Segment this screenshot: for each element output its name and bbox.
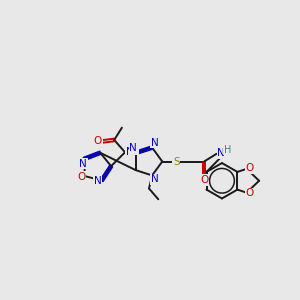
Text: O: O xyxy=(200,175,208,185)
Text: O: O xyxy=(77,172,85,182)
Text: N: N xyxy=(126,146,134,157)
Text: H: H xyxy=(131,144,139,154)
Text: N: N xyxy=(151,174,158,184)
Text: S: S xyxy=(173,157,179,166)
Text: N: N xyxy=(129,143,137,153)
Text: O: O xyxy=(246,188,254,199)
Text: O: O xyxy=(246,163,254,173)
Text: N: N xyxy=(151,138,158,148)
Text: N: N xyxy=(94,176,102,186)
Text: N: N xyxy=(80,159,87,169)
Text: N: N xyxy=(217,148,225,158)
Text: H: H xyxy=(224,145,231,155)
Text: O: O xyxy=(94,136,102,146)
